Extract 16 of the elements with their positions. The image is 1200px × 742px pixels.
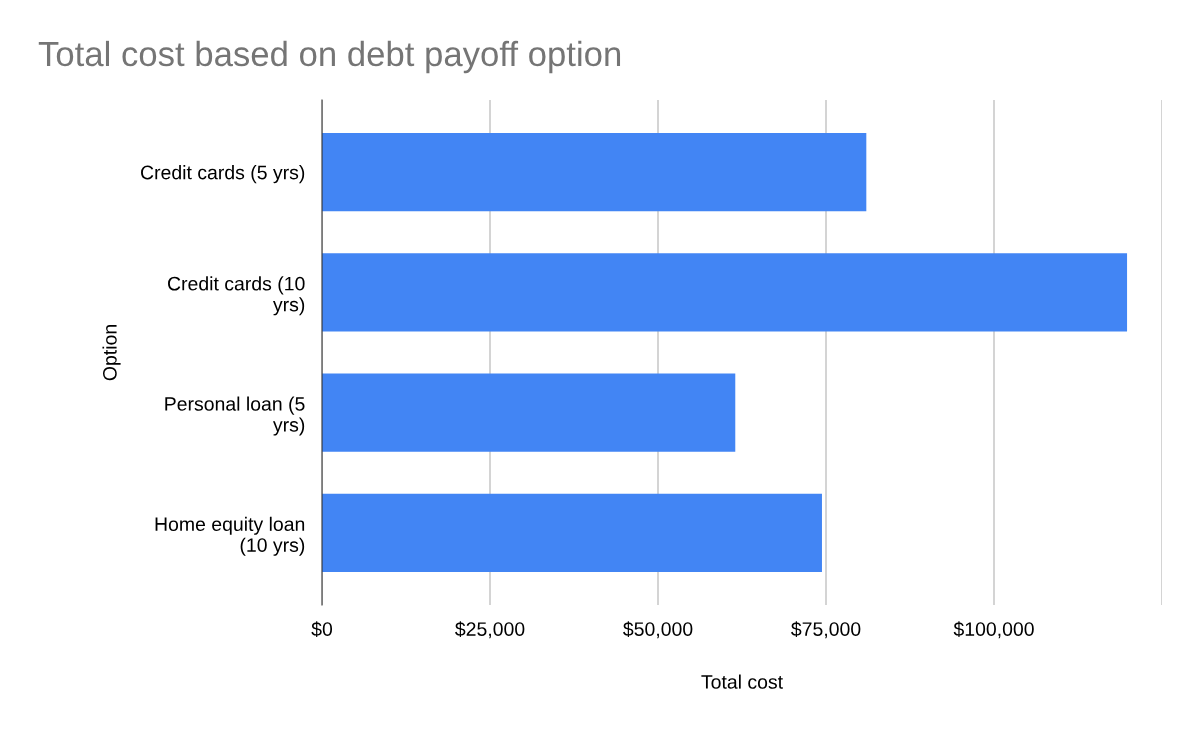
y-tick-label: Home equity loan (10 yrs) [155,516,305,556]
bar [322,253,1128,332]
bar [322,373,736,452]
y-axis-title: Option [102,325,121,381]
x-tick-label: $75,000 [791,621,861,639]
x-tick-label: $25,000 [455,621,525,639]
x-tick-label: $50,000 [623,621,693,639]
x-tick-label: $0 [311,621,333,638]
x-tick-label: $100,000 [953,621,1034,639]
bar [322,133,867,212]
bar [322,493,822,572]
y-tick-label: Credit cards (5 yrs) [141,165,305,184]
chart-title: Total cost based on debt payoff option [38,40,621,74]
y-tick-label: Credit cards (10 yrs) [168,276,305,316]
x-axis-title: Total cost [701,674,783,689]
y-tick-label: Personal loan (5 yrs) [165,396,305,436]
